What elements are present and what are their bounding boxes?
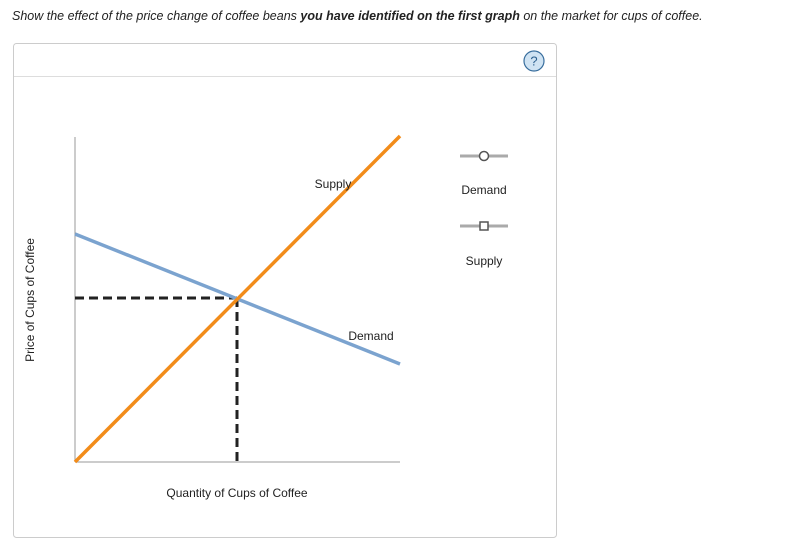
supply-curve[interactable] (73, 134, 402, 464)
help-button[interactable]: ? (523, 50, 545, 72)
demand-label: Demand (348, 329, 393, 343)
panel-border (13, 43, 557, 538)
instruction-text: on the market for cups of coffee. (523, 9, 703, 23)
tool-label[interactable]: Supply (466, 254, 503, 268)
tool-label[interactable]: Demand (461, 183, 506, 197)
instruction-emphasis: you have identified on the first graph (300, 9, 520, 23)
supply-tool[interactable]: Supply (460, 221, 508, 268)
tool-icon[interactable] (478, 150, 490, 162)
help-label[interactable]: ? (530, 53, 537, 68)
demand-tool[interactable]: Demand (460, 150, 508, 198)
tool-icon[interactable] (479, 221, 489, 231)
help-circle[interactable] (523, 50, 545, 72)
instruction-text: Show the effect of the price change of c… (12, 9, 297, 23)
x-axis-label: Quantity of Cups of Coffee (166, 486, 308, 500)
instruction: Show the effect of the price change of c… (12, 9, 703, 23)
y-axis-label: Price of Cups of Coffee (23, 238, 37, 362)
supply-label: Supply (315, 177, 352, 191)
